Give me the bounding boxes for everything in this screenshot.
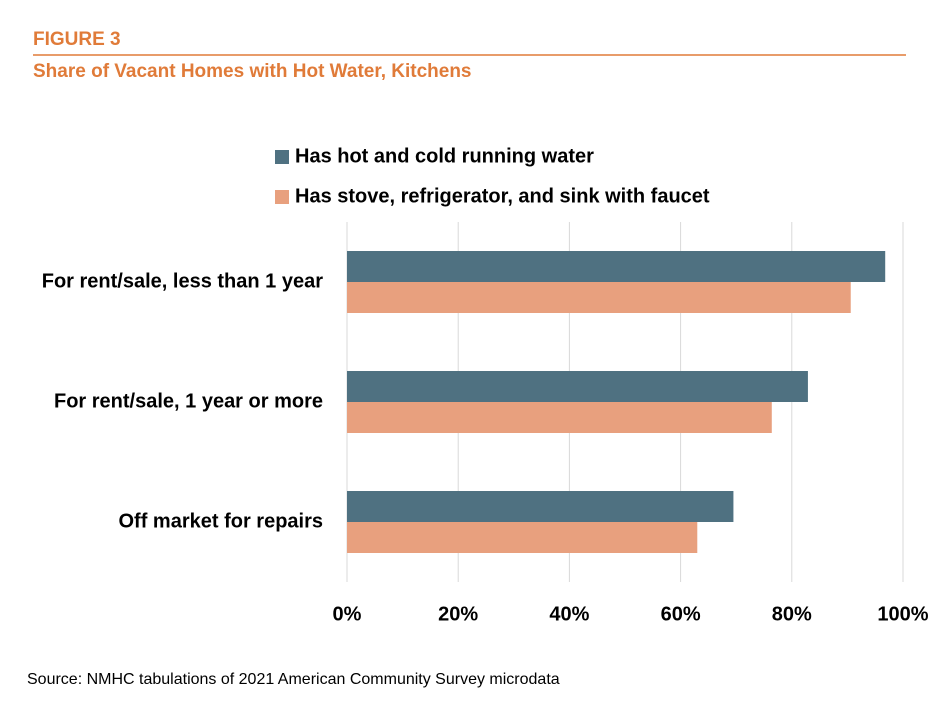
bar (347, 282, 851, 313)
legend-swatch (275, 190, 289, 204)
figure-label: FIGURE 3 (33, 29, 121, 50)
x-tick-label: 40% (549, 603, 589, 625)
bar (347, 251, 886, 282)
legend-label: Has stove, refrigerator, and sink with f… (295, 185, 710, 207)
x-tick-label: 60% (661, 603, 701, 625)
bar (347, 371, 808, 402)
x-tick-label: 20% (438, 603, 478, 625)
y-tick-label: For rent/sale, 1 year or more (54, 390, 323, 412)
bar (347, 491, 734, 522)
legend-label: Has hot and cold running water (295, 145, 594, 167)
x-tick-label: 0% (333, 603, 362, 625)
legend-swatch (275, 150, 289, 164)
y-tick-label: For rent/sale, less than 1 year (42, 270, 323, 292)
bar (347, 402, 772, 433)
bar (347, 522, 698, 553)
y-tick-label: Off market for repairs (118, 510, 323, 532)
x-tick-label: 100% (877, 603, 928, 625)
x-tick-label: 80% (772, 603, 812, 625)
chart-title: Share of Vacant Homes with Hot Water, Ki… (33, 61, 472, 82)
source-note: Source: NMHC tabulations of 2021 America… (27, 671, 560, 688)
